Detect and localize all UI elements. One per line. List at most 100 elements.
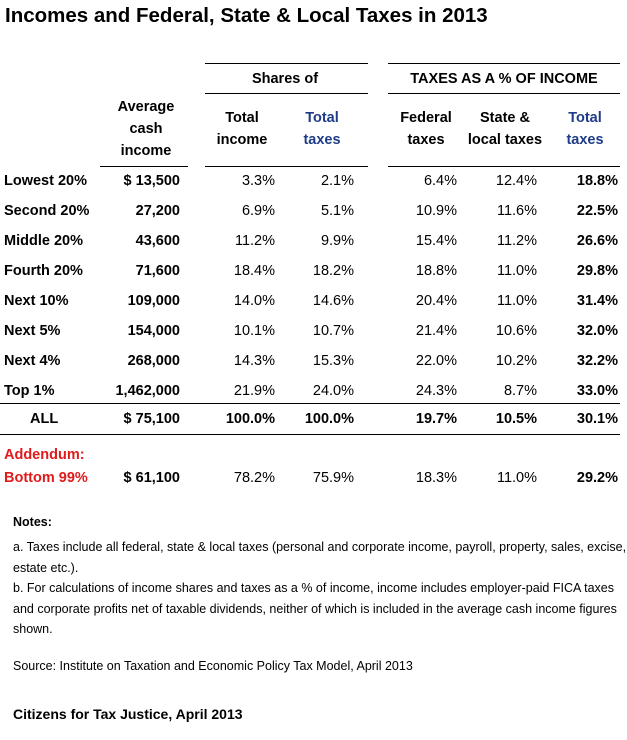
addendum-state-local: 11.0%	[496, 470, 537, 486]
col-header-total-taxes-line2: taxes	[303, 132, 341, 148]
row-share-taxes: 2.1%	[320, 173, 354, 189]
all-row-state-local: 10.5%	[495, 411, 537, 427]
row-label: Fourth 20%	[4, 263, 83, 279]
row-state-local: 11.0%	[496, 263, 537, 279]
row-share-taxes: 10.7%	[312, 323, 354, 339]
row-avg-income: 27,200	[135, 203, 180, 219]
row-state-local: 12.4%	[495, 173, 537, 189]
row-label: Top 1%	[4, 383, 55, 399]
header-bottom-rule-taxes	[388, 166, 620, 167]
col-header-state-local-line2: local taxes	[467, 132, 543, 148]
addendum-label: Addendum:	[4, 447, 85, 463]
note-b-line3: shown.	[13, 622, 53, 636]
row-federal: 15.4%	[415, 233, 457, 249]
col-header-avg-line2: cash	[129, 121, 163, 137]
col-header-total-rate: Total taxes	[555, 107, 615, 151]
row-federal: 18.8%	[415, 263, 457, 279]
row-share-taxes: 14.6%	[312, 293, 354, 309]
all-row-federal: 19.7%	[415, 411, 457, 427]
source-note: Source: Institute on Taxation and Econom…	[13, 659, 413, 673]
row-share-income: 3.3%	[241, 173, 275, 189]
col-header-state-local: State & local taxes	[463, 107, 547, 151]
all-row-share-income: 100.0%	[225, 411, 275, 427]
row-share-income: 21.9%	[233, 383, 275, 399]
row-state-local: 11.0%	[496, 293, 537, 309]
row-total: 29.8%	[576, 263, 618, 279]
addendum-share-income: 78.2%	[233, 470, 275, 486]
header-bottom-rule-shares	[205, 166, 368, 167]
row-label: Second 20%	[4, 203, 90, 219]
row-avg-income: 154,000	[127, 323, 180, 339]
row-label: Middle 20%	[4, 233, 83, 249]
row-share-income: 18.4%	[233, 263, 275, 279]
row-total: 33.0%	[576, 383, 618, 399]
addendum-row-label: Bottom 99%	[4, 470, 88, 486]
row-state-local: 11.2%	[496, 233, 537, 249]
row-total: 18.8%	[576, 173, 618, 189]
col-header-federal-line1: Federal	[400, 110, 452, 126]
header-top-rule-taxes	[388, 63, 620, 64]
col-header-total-income-line2: income	[216, 132, 268, 148]
col-header-avg-income: Average cash income	[107, 96, 185, 162]
notes-title: Notes:	[13, 515, 52, 529]
row-label: Next 10%	[4, 293, 69, 309]
row-share-income: 14.3%	[233, 353, 275, 369]
col-header-federal: Federal taxes	[391, 107, 461, 151]
col-header-avg-line3: income	[120, 143, 172, 159]
row-total: 22.5%	[576, 203, 618, 219]
row-federal: 21.4%	[415, 323, 457, 339]
note-a-line1: a. Taxes include all federal, state & lo…	[13, 540, 627, 554]
row-avg-income: 71,600	[135, 263, 180, 279]
row-share-taxes: 9.9%	[320, 233, 354, 249]
col-header-total-income: Total income	[206, 107, 278, 151]
col-header-total-rate-line2: taxes	[566, 132, 604, 148]
row-share-taxes: 15.3%	[312, 353, 354, 369]
row-federal: 20.4%	[415, 293, 457, 309]
row-label: Next 4%	[4, 353, 61, 369]
note-a: a. Taxes include all federal, state & lo…	[13, 537, 626, 640]
row-state-local: 11.6%	[496, 203, 537, 219]
all-row-share-taxes: 100.0%	[304, 411, 354, 427]
row-federal: 22.0%	[415, 353, 457, 369]
row-avg-income: 43,600	[135, 233, 180, 249]
col-header-total-income-line1: Total	[225, 110, 259, 126]
col-header-avg-line1: Average	[117, 99, 175, 115]
row-state-local: 10.2%	[495, 353, 537, 369]
note-b-line1: b. For calculations of income shares and…	[13, 581, 614, 595]
header-top-rule-shares	[205, 63, 368, 64]
row-label: Lowest 20%	[4, 173, 87, 189]
group-rule-taxes	[388, 93, 620, 94]
col-header-total-taxes: Total taxes	[286, 107, 358, 151]
all-row-bottom-rule	[0, 434, 620, 435]
all-row-total: 30.1%	[576, 411, 618, 427]
addendum-avg: $ 61,100	[123, 470, 180, 486]
note-b-line2: and corporate profits net of taxable div…	[13, 601, 617, 616]
row-federal: 6.4%	[423, 173, 457, 189]
row-total: 32.2%	[576, 353, 618, 369]
page-title: Incomes and Federal, State & Local Taxes…	[5, 4, 488, 27]
col-header-state-local-line1: State &	[480, 110, 530, 126]
addendum-federal: 18.3%	[415, 470, 457, 486]
all-row-avg: $ 75,100	[123, 411, 180, 427]
col-header-total-rate-line1: Total	[568, 110, 602, 126]
row-total: 31.4%	[576, 293, 618, 309]
row-share-income: 14.0%	[233, 293, 275, 309]
shares-group-header: Shares of	[251, 71, 319, 87]
row-state-local: 8.7%	[503, 383, 537, 399]
header-bottom-rule-avg	[100, 166, 188, 167]
group-rule-shares	[205, 93, 368, 94]
addendum-share-taxes: 75.9%	[312, 470, 354, 486]
all-row-label: ALL	[30, 411, 59, 427]
row-share-income: 6.9%	[241, 203, 275, 219]
row-avg-income: 268,000	[127, 353, 180, 369]
row-share-taxes: 18.2%	[312, 263, 354, 279]
taxes-group-header: TAXES AS A % OF INCOME	[410, 71, 598, 87]
row-share-income: 11.2%	[234, 233, 275, 249]
row-label: Next 5%	[4, 323, 61, 339]
row-total: 26.6%	[576, 233, 618, 249]
row-federal: 10.9%	[415, 203, 457, 219]
row-avg-income: 1,462,000	[115, 383, 180, 399]
addendum-total: 29.2%	[576, 470, 618, 486]
row-avg-income: $ 13,500	[123, 173, 180, 189]
note-a-line2: estate etc.).	[13, 560, 79, 575]
